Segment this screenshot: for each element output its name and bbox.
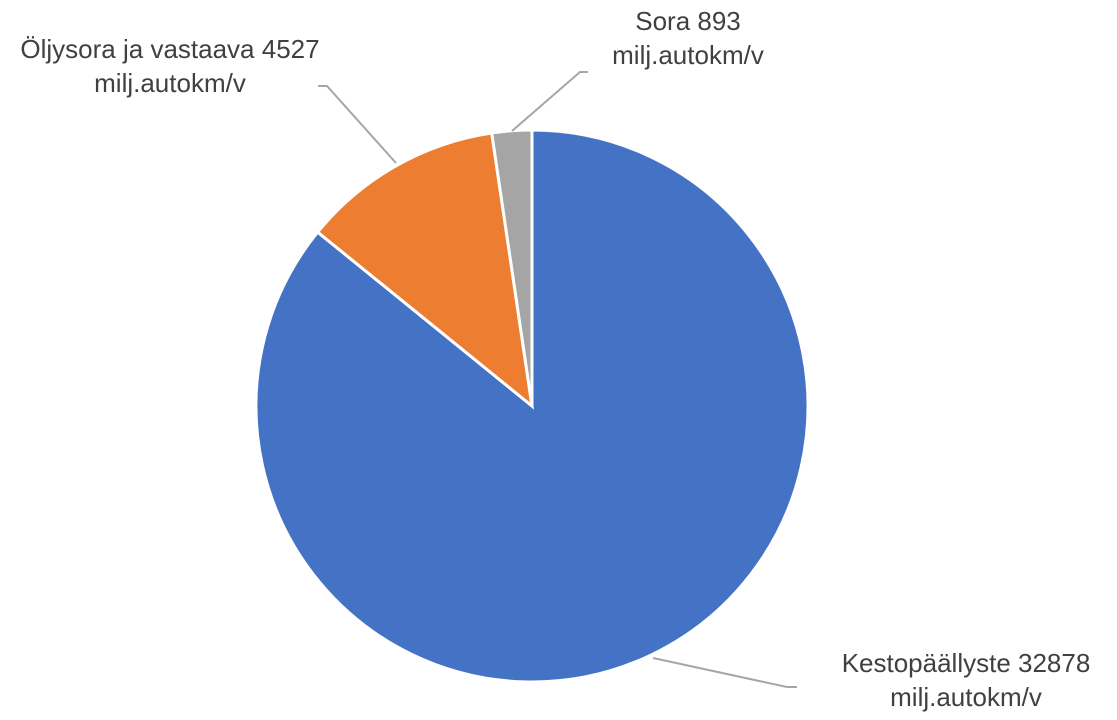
- data-label-sora: Sora 893 milj.autokm/v: [612, 6, 764, 70]
- data-label-kestopaallyste: Kestopäällyste 32878 milj.autokm/v: [842, 648, 1091, 712]
- leader-line-oljysora-ja-vastaava: [318, 85, 397, 164]
- labels-layer: Kestopäällyste 32878 milj.autokm/vÖljysor…: [20, 6, 1090, 712]
- leader-lines-layer: [318, 71, 797, 688]
- leader-line-kestopaallyste: [652, 657, 797, 688]
- data-label-oljysora-ja-vastaava: Öljysora ja vastaava 4527 milj.autokm/v: [20, 34, 319, 98]
- data-label-line: Kestopäällyste 32878: [842, 648, 1091, 678]
- slices-layer: [254, 128, 810, 684]
- data-label-line: Sora 893: [635, 6, 741, 36]
- data-label-line: milj.autokm/v: [612, 40, 764, 70]
- leader-line-sora: [511, 71, 588, 132]
- data-label-line: milj.autokm/v: [890, 682, 1042, 712]
- data-label-line: Öljysora ja vastaava 4527: [20, 34, 319, 64]
- data-label-line: milj.autokm/v: [94, 68, 246, 98]
- pie-slice-oljysora-ja-vastaava: [315, 131, 535, 410]
